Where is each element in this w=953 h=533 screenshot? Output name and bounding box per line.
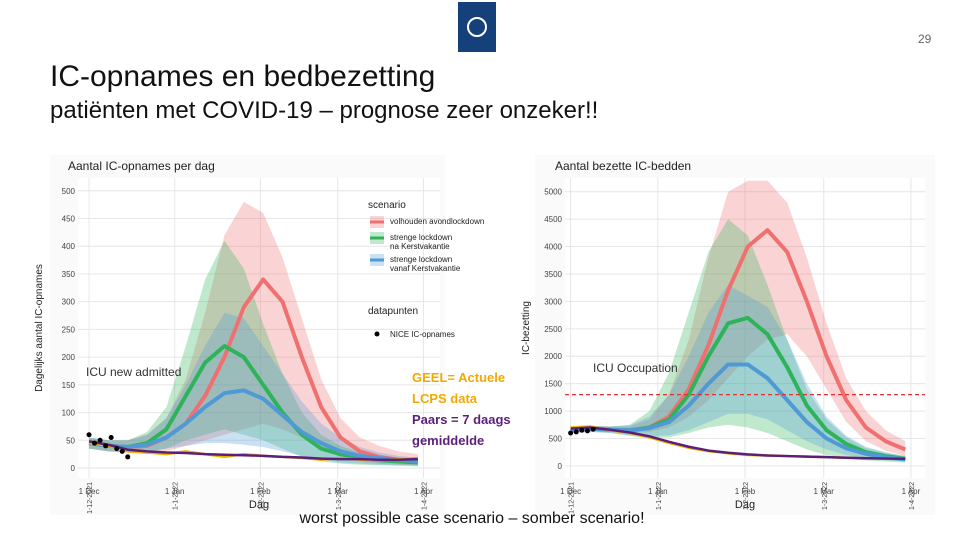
- logo: [458, 2, 496, 52]
- confidence-band: [89, 312, 418, 466]
- x-tick-label: 1 Feb: [250, 487, 271, 496]
- y-tick-label: 500: [549, 435, 563, 444]
- x-axis-label: Dag: [735, 499, 755, 511]
- x-tick-label: 1 Dec: [79, 487, 100, 496]
- chart-title: Aantal IC-opnames per dag: [68, 159, 215, 173]
- annotation: ICU new admitted: [86, 365, 182, 379]
- y-tick-label: 200: [62, 353, 76, 362]
- x-tick-alt-label: 1-2-2022: [258, 482, 265, 510]
- plot-area: [78, 178, 440, 478]
- y-tick-label: 350: [62, 270, 76, 279]
- x-tick-label: 1 Apr: [414, 487, 433, 496]
- data-point: [86, 432, 92, 438]
- data-point: [573, 429, 579, 435]
- y-tick-label: 2000: [544, 352, 562, 361]
- x-tick-alt-label: 1-4-2022: [421, 482, 428, 510]
- x-axis-label: Dag: [249, 499, 269, 511]
- legend-title: datapunten: [368, 306, 419, 317]
- series-line: [570, 426, 906, 461]
- data-point: [108, 435, 114, 441]
- y-tick-label: 1500: [544, 380, 562, 389]
- data-point: [579, 427, 585, 433]
- y-tick-label: 0: [558, 462, 563, 471]
- plot-layer: [86, 201, 419, 467]
- x-tick-alt-label: 1-4-2022: [909, 482, 916, 510]
- x-tick-label: 1 Feb: [735, 487, 756, 496]
- confidence-band: [570, 284, 906, 462]
- x-tick-label: 1 Jan: [165, 487, 185, 496]
- y-tick-label: 5000: [544, 188, 562, 197]
- y-tick-label: 0: [71, 464, 76, 473]
- x-tick-alt-label: 1-2-2022: [743, 482, 750, 510]
- y-tick-label: 4000: [544, 243, 562, 252]
- legend-label: strenge lockdown na Kerstvakantie: [390, 233, 453, 251]
- page-number: 29: [918, 32, 932, 46]
- y-axis-label: IC-bezetting: [521, 301, 532, 355]
- y-tick-label: 100: [62, 409, 76, 418]
- y-tick-label: 500: [62, 187, 76, 196]
- data-point: [103, 443, 109, 449]
- x-tick-label: 1 Mar: [814, 487, 835, 496]
- legend-label: strenge lockdown vanaf Kerstvakantie: [390, 255, 461, 273]
- data-point: [119, 448, 125, 454]
- chart-title: Aantal bezette IC-bedden: [555, 159, 691, 173]
- y-tick-label: 3000: [544, 297, 562, 306]
- data-point: [585, 428, 590, 434]
- data-point: [114, 446, 120, 452]
- y-tick-label: 2500: [544, 325, 562, 334]
- y-tick-label: 400: [62, 242, 76, 251]
- footer: worst possible case scenario – somber sc…: [299, 510, 645, 527]
- slide-title: IC-opnames en bedbezetting: [50, 60, 436, 93]
- y-tick-label: 250: [62, 325, 76, 334]
- confidence-band: [570, 219, 906, 463]
- data-point: [92, 440, 98, 446]
- confidence-band: [570, 180, 906, 457]
- data-point: [590, 426, 596, 432]
- confidence-band: [89, 201, 418, 466]
- x-tick-alt-label: 1-1-2022: [173, 482, 180, 510]
- legend-label: volhouden avondlockdown: [390, 217, 485, 226]
- slide-subtitle: patiënten met COVID-19 – prognose zeer o…: [50, 97, 599, 124]
- legend-label: NICE IC-opnames: [390, 330, 455, 339]
- plot-layer: [568, 180, 907, 463]
- y-tick-label: 3500: [544, 270, 562, 279]
- series-line: [88, 440, 418, 461]
- logo-emblem: [467, 17, 487, 37]
- x-tick-alt-label: 1-1-2022: [656, 482, 663, 510]
- y-tick-label: 1000: [544, 407, 562, 416]
- legend-title: scenario: [368, 200, 406, 211]
- data-point: [97, 437, 103, 443]
- confidence-band: [89, 240, 418, 467]
- x-tick-alt-label: 1-3-2022: [822, 482, 829, 510]
- y-axis-label: Dagelijks aantal IC-opnames: [34, 264, 45, 392]
- annotation: Paars = 7 daags gemiddelde: [412, 412, 511, 448]
- y-tick-label: 4500: [544, 215, 562, 224]
- data-point: [125, 454, 131, 460]
- y-tick-label: 150: [62, 381, 76, 390]
- series-line: [570, 362, 906, 462]
- x-tick-label: 1 Mar: [328, 487, 349, 496]
- x-tick-label: 1 Apr: [902, 487, 921, 496]
- annotation: GEEL= Actuele LCPS data: [412, 370, 506, 406]
- x-tick-label: 1 Jan: [648, 487, 668, 496]
- x-tick-label: 1 Dec: [560, 487, 581, 496]
- series-line: [88, 388, 419, 464]
- annotation: ICU Occupation: [593, 361, 678, 375]
- y-tick-label: 450: [62, 214, 76, 223]
- x-tick-alt-label: 1-12-2021: [87, 482, 94, 514]
- x-tick-alt-label: 1-3-2022: [336, 482, 343, 510]
- data-point: [568, 430, 574, 436]
- y-tick-label: 50: [66, 436, 75, 445]
- x-tick-alt-label: 1-12-2021: [569, 482, 576, 514]
- y-tick-label: 300: [62, 298, 76, 307]
- legend-point: [374, 331, 380, 337]
